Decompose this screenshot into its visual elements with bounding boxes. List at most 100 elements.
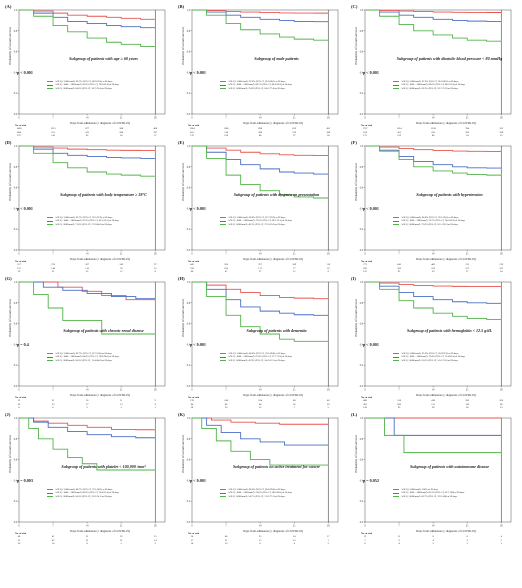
risk-cell: 28 [17,402,21,406]
risk-row: 363 290 211 142 96 [361,403,517,406]
legend-swatch [393,356,399,358]
risk-row: 27 21 15 10 7 [188,539,344,542]
risk-cell: 17 [85,402,89,406]
legend-swatch [220,489,226,491]
legend-entry: AGLI (>3000/mm³): 64.6% (95% CI, 58.7-70… [47,87,165,90]
risk-cell: 77 [292,266,296,270]
risk-cell: 14 [154,538,157,542]
survival-curve-1 [19,9,156,20]
y-tick-label: 0.6 [14,187,18,190]
risk-cell: 4 [432,538,434,542]
y-tick-label: 0.2 [14,500,18,503]
risk-row: 125 91 59 37 24 [361,270,517,273]
risk-cell: 52 [17,538,21,542]
legend-entry: AGLI (>1000 – 3000/mm³): 74.0% (95% CI, … [220,491,338,494]
risk-cell: 551 [51,130,55,134]
risk-cell: 125 [363,269,367,273]
risk-cell: 24 [292,535,296,539]
risk-cell: 3 [466,538,468,542]
risk-row: 218 166 117 77 52 [188,267,344,270]
legend: AGLI (≤ 1000/mm³): 88.7% (95% CI, 79.1-9… [47,488,165,498]
risk-cell: 68 [292,399,296,403]
risk-cell: 39 [17,269,21,273]
km-plot: 0.0 0.2 0.4 0.6 0.8 1.0 0 7 14 21 28 [187,9,339,120]
risk-cell: 20 [327,402,330,406]
legend-entry: AGLI (≤ 1000/mm³): 84.0% (95% CI, 78.1-8… [220,352,338,355]
risk-cell: 13 [119,269,123,273]
risk-cell: 142 [465,402,470,406]
x-tick-label: 21 [120,525,123,528]
risk-cell: 59 [431,269,435,273]
p-value: p < 0.001 [190,70,206,75]
risk-cell: 128 [224,133,228,137]
risk-cell: 633 [292,127,297,131]
y-tick-label: 0.2 [14,92,18,95]
risk-cell: 7 [293,405,295,409]
panel-title: Subgroup of patients with age ≥ 60 years [69,56,138,61]
risk-cell: 8 [18,405,20,409]
risk-row: 668 558 416 285 200 [361,399,517,402]
y-tick-label: 0.0 [187,113,191,116]
y-tick-label: 0.8 [360,302,364,305]
legend-swatch [220,217,226,219]
risk-row: 20 14 8 5 3 [15,542,171,545]
y-tick-label: 0.2 [360,92,364,95]
survival-curve-1 [192,417,329,425]
x-tick-label: 21 [120,253,123,256]
legend-text: AGLI (>3000/mm³): 63.6% (95% CI, 55.6-71… [401,358,458,362]
y-tick-label: 0.6 [187,187,191,190]
y-tick-label: 1.0 [360,417,364,420]
risk-table: No. at risk 13 11 8 6 4 7 6 4 3 2 6 4 3 2 1 [361,532,517,545]
legend-entry: AGLI (≤ 1000/mm³): 95.7% (95% CI, 93.5-9… [47,216,165,219]
risk-table: No. at risk 442 356 257 169 110 218 166 117 77 52 6… [188,260,344,273]
y-tick-label: 0.8 [360,30,364,33]
risk-cell: 170 [190,133,194,137]
y-tick-label: 0.8 [14,166,18,169]
risk-cell: 15 [258,538,262,542]
x-tick-label: 0 [364,117,366,120]
risk-cell: 320 [397,266,401,270]
p-value: p < 0.001 [17,206,33,211]
survival-curve-3 [192,145,329,199]
x-tick-label: 21 [466,389,469,392]
risk-cell: 146 [224,399,228,403]
legend: AGLI (≤ 1000/mm³): 97.0% (95% CI, 96.0-9… [220,80,338,90]
risk-cell: 21 [224,538,228,542]
legend-entry: AGLI (>1000 – 3000/mm³): 88.7% (95% CI, … [220,83,338,86]
risk-table: No. at risk 1757 1514 1138 784 552 674 561 413 28… [361,124,517,137]
y-tick-label: 0.2 [187,228,191,231]
legend-swatch [47,84,53,86]
risk-cell: 10 [224,541,228,545]
x-tick-label: 14 [432,389,435,392]
risk-header: No. at risk [15,396,27,399]
risk-table: No. at risk 1490 1213 877 588 408 684 551 412 286… [15,124,171,137]
legend-entry: AGLI (>3000/mm³): 69.3% (95% CI, 62.7-75… [393,87,511,90]
risk-row: 1490 1213 877 588 408 [15,127,171,130]
y-tick-label: 0.2 [14,228,18,231]
legend: AGLI (≤ 1000/mm³): 90.8% (95% CI, 87.7-9… [220,216,338,226]
y-tick-label: 1.0 [14,417,18,420]
risk-cell: 1 [154,405,156,409]
legend-swatch [47,88,53,90]
survival-curve-1 [365,145,502,152]
risk-cell: 408 [153,127,158,131]
legend-entry: AGLI (>1000 – 3000/mm³): 84.0% (95% CI, … [47,355,165,358]
legend-entry: AGLI (>3000/mm³): 42.9% (95% CI, 24.2-61… [220,359,338,362]
legend: AGLI (≤ 1000/mm³): 84.0% (95% CI, 78.1-8… [220,352,338,362]
risk-row: 442 356 257 169 110 [188,263,344,266]
legend-text: AGLI (≤ 1000/mm³): 95.7% (95% CI, 93.5-9… [55,216,113,219]
risk-cell: 54 [190,535,194,539]
legend-text: AGLI (>1000 – 3000/mm³): 67.8% (95% CI, … [228,355,292,359]
risk-cell: 91 [397,269,401,273]
risk-row: 674 561 413 285 196 [361,131,517,134]
panel-label: (G) [5,276,12,281]
survival-curve-3 [192,417,329,466]
risk-cell: 14 [190,541,194,545]
risk-cell: 4 [293,541,295,545]
plot-frame [364,9,512,115]
risk-cell: 219 [499,263,504,267]
legend-swatch [220,84,226,86]
survival-curve-2 [192,145,329,175]
legend-swatch [220,224,226,226]
risk-row: 170 128 86 57 38 [188,134,344,137]
